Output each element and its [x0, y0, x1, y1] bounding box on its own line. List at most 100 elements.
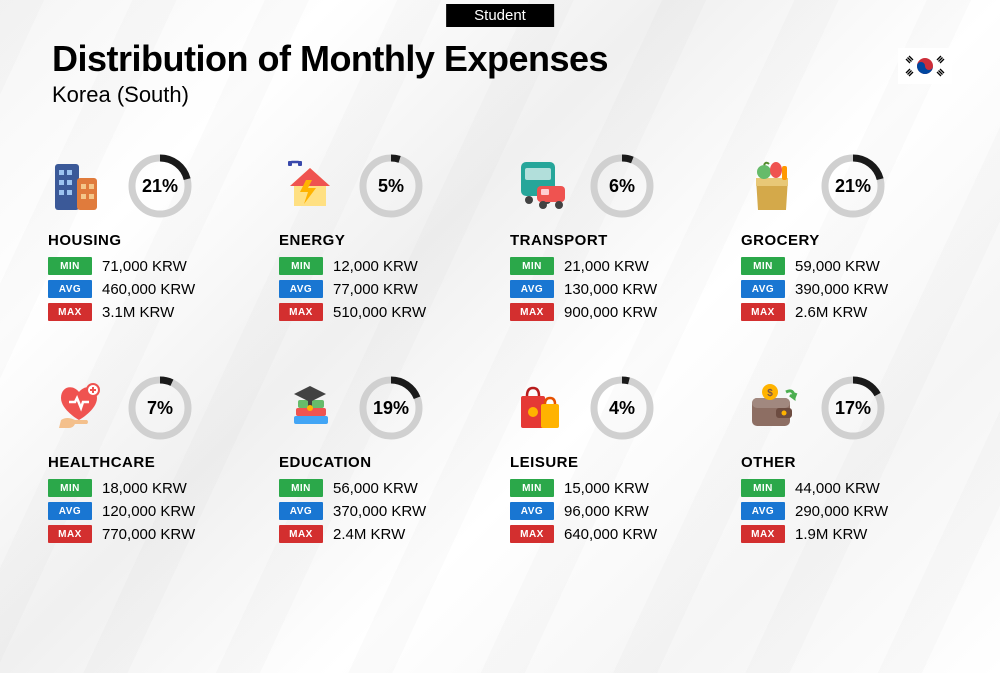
min-tag: MIN	[510, 479, 554, 497]
max-value: 3.1M KRW	[102, 304, 174, 321]
avg-value: 120,000 KRW	[102, 503, 195, 520]
min-value: 15,000 KRW	[564, 480, 649, 497]
category-name: ENERGY	[279, 232, 498, 249]
korea-flag-icon	[898, 48, 952, 84]
stat-min: MIN 59,000 KRW	[741, 257, 960, 275]
max-value: 770,000 KRW	[102, 526, 195, 543]
pct-ring: 21%	[126, 152, 194, 220]
category-name: GROCERY	[741, 232, 960, 249]
min-tag: MIN	[741, 479, 785, 497]
max-value: 2.4M KRW	[333, 526, 405, 543]
stat-avg: AVG 460,000 KRW	[48, 280, 267, 298]
max-tag: MAX	[741, 303, 785, 321]
avg-value: 130,000 KRW	[564, 281, 657, 298]
max-tag: MAX	[48, 525, 92, 543]
header: Distribution of Monthly Expenses Korea (…	[52, 38, 608, 108]
max-tag: MAX	[510, 525, 554, 543]
energy-icon	[279, 155, 341, 217]
max-tag: MAX	[510, 303, 554, 321]
expense-card-energy: 5% ENERGY MIN 12,000 KRW AVG 77,000 KRW …	[279, 152, 498, 326]
stat-max: MAX 900,000 KRW	[510, 303, 729, 321]
pct-ring: 17%	[819, 374, 887, 442]
pct-ring: 5%	[357, 152, 425, 220]
stat-min: MIN 56,000 KRW	[279, 479, 498, 497]
leisure-icon	[510, 377, 572, 439]
expense-card-leisure: 4% LEISURE MIN 15,000 KRW AVG 96,000 KRW…	[510, 374, 729, 548]
page-subtitle: Korea (South)	[52, 82, 608, 108]
stat-avg: AVG 96,000 KRW	[510, 502, 729, 520]
min-tag: MIN	[48, 257, 92, 275]
expense-card-housing: 21% HOUSING MIN 71,000 KRW AVG 460,000 K…	[48, 152, 267, 326]
expense-card-other: $ 17% OTHER MIN 44,000 KRW AVG 290,000 K…	[741, 374, 960, 548]
category-name: OTHER	[741, 454, 960, 471]
min-tag: MIN	[48, 479, 92, 497]
pct-label: 4%	[588, 374, 656, 442]
category-name: HEALTHCARE	[48, 454, 267, 471]
pct-ring: 7%	[126, 374, 194, 442]
avg-value: 460,000 KRW	[102, 281, 195, 298]
stat-max: MAX 510,000 KRW	[279, 303, 498, 321]
expense-card-education: 19% EDUCATION MIN 56,000 KRW AVG 370,000…	[279, 374, 498, 548]
stat-max: MAX 770,000 KRW	[48, 525, 267, 543]
pct-ring: 4%	[588, 374, 656, 442]
max-tag: MAX	[48, 303, 92, 321]
stat-min: MIN 71,000 KRW	[48, 257, 267, 275]
expense-grid: 21% HOUSING MIN 71,000 KRW AVG 460,000 K…	[48, 152, 960, 548]
category-name: HOUSING	[48, 232, 267, 249]
stat-min: MIN 18,000 KRW	[48, 479, 267, 497]
max-value: 510,000 KRW	[333, 304, 426, 321]
avg-value: 290,000 KRW	[795, 503, 888, 520]
min-value: 56,000 KRW	[333, 480, 418, 497]
stat-avg: AVG 370,000 KRW	[279, 502, 498, 520]
min-value: 59,000 KRW	[795, 258, 880, 275]
expense-card-grocery: 21% GROCERY MIN 59,000 KRW AVG 390,000 K…	[741, 152, 960, 326]
stat-max: MAX 1.9M KRW	[741, 525, 960, 543]
pct-label: 6%	[588, 152, 656, 220]
svg-text:$: $	[767, 388, 773, 399]
page-title: Distribution of Monthly Expenses	[52, 38, 608, 80]
stat-avg: AVG 290,000 KRW	[741, 502, 960, 520]
pct-label: 7%	[126, 374, 194, 442]
transport-icon	[510, 155, 572, 217]
min-tag: MIN	[279, 479, 323, 497]
grocery-icon	[741, 155, 803, 217]
min-value: 21,000 KRW	[564, 258, 649, 275]
expense-card-healthcare: 7% HEALTHCARE MIN 18,000 KRW AVG 120,000…	[48, 374, 267, 548]
avg-value: 96,000 KRW	[564, 503, 649, 520]
housing-icon	[48, 155, 110, 217]
avg-value: 390,000 KRW	[795, 281, 888, 298]
education-icon	[279, 377, 341, 439]
min-value: 71,000 KRW	[102, 258, 187, 275]
stat-avg: AVG 120,000 KRW	[48, 502, 267, 520]
avg-tag: AVG	[510, 280, 554, 298]
min-tag: MIN	[741, 257, 785, 275]
avg-tag: AVG	[48, 502, 92, 520]
stat-avg: AVG 130,000 KRW	[510, 280, 729, 298]
stat-min: MIN 21,000 KRW	[510, 257, 729, 275]
min-tag: MIN	[510, 257, 554, 275]
stat-max: MAX 2.6M KRW	[741, 303, 960, 321]
avg-value: 77,000 KRW	[333, 281, 418, 298]
avg-tag: AVG	[510, 502, 554, 520]
student-badge: Student	[446, 4, 554, 27]
max-value: 2.6M KRW	[795, 304, 867, 321]
min-value: 44,000 KRW	[795, 480, 880, 497]
min-value: 12,000 KRW	[333, 258, 418, 275]
pct-label: 5%	[357, 152, 425, 220]
stat-max: MAX 2.4M KRW	[279, 525, 498, 543]
healthcare-icon	[48, 377, 110, 439]
pct-ring: 21%	[819, 152, 887, 220]
stat-min: MIN 15,000 KRW	[510, 479, 729, 497]
max-value: 900,000 KRW	[564, 304, 657, 321]
category-name: LEISURE	[510, 454, 729, 471]
other-icon: $	[741, 377, 803, 439]
min-tag: MIN	[279, 257, 323, 275]
avg-tag: AVG	[279, 502, 323, 520]
pct-label: 17%	[819, 374, 887, 442]
stat-avg: AVG 390,000 KRW	[741, 280, 960, 298]
pct-label: 21%	[819, 152, 887, 220]
max-tag: MAX	[279, 525, 323, 543]
avg-tag: AVG	[741, 280, 785, 298]
max-value: 640,000 KRW	[564, 526, 657, 543]
stat-avg: AVG 77,000 KRW	[279, 280, 498, 298]
